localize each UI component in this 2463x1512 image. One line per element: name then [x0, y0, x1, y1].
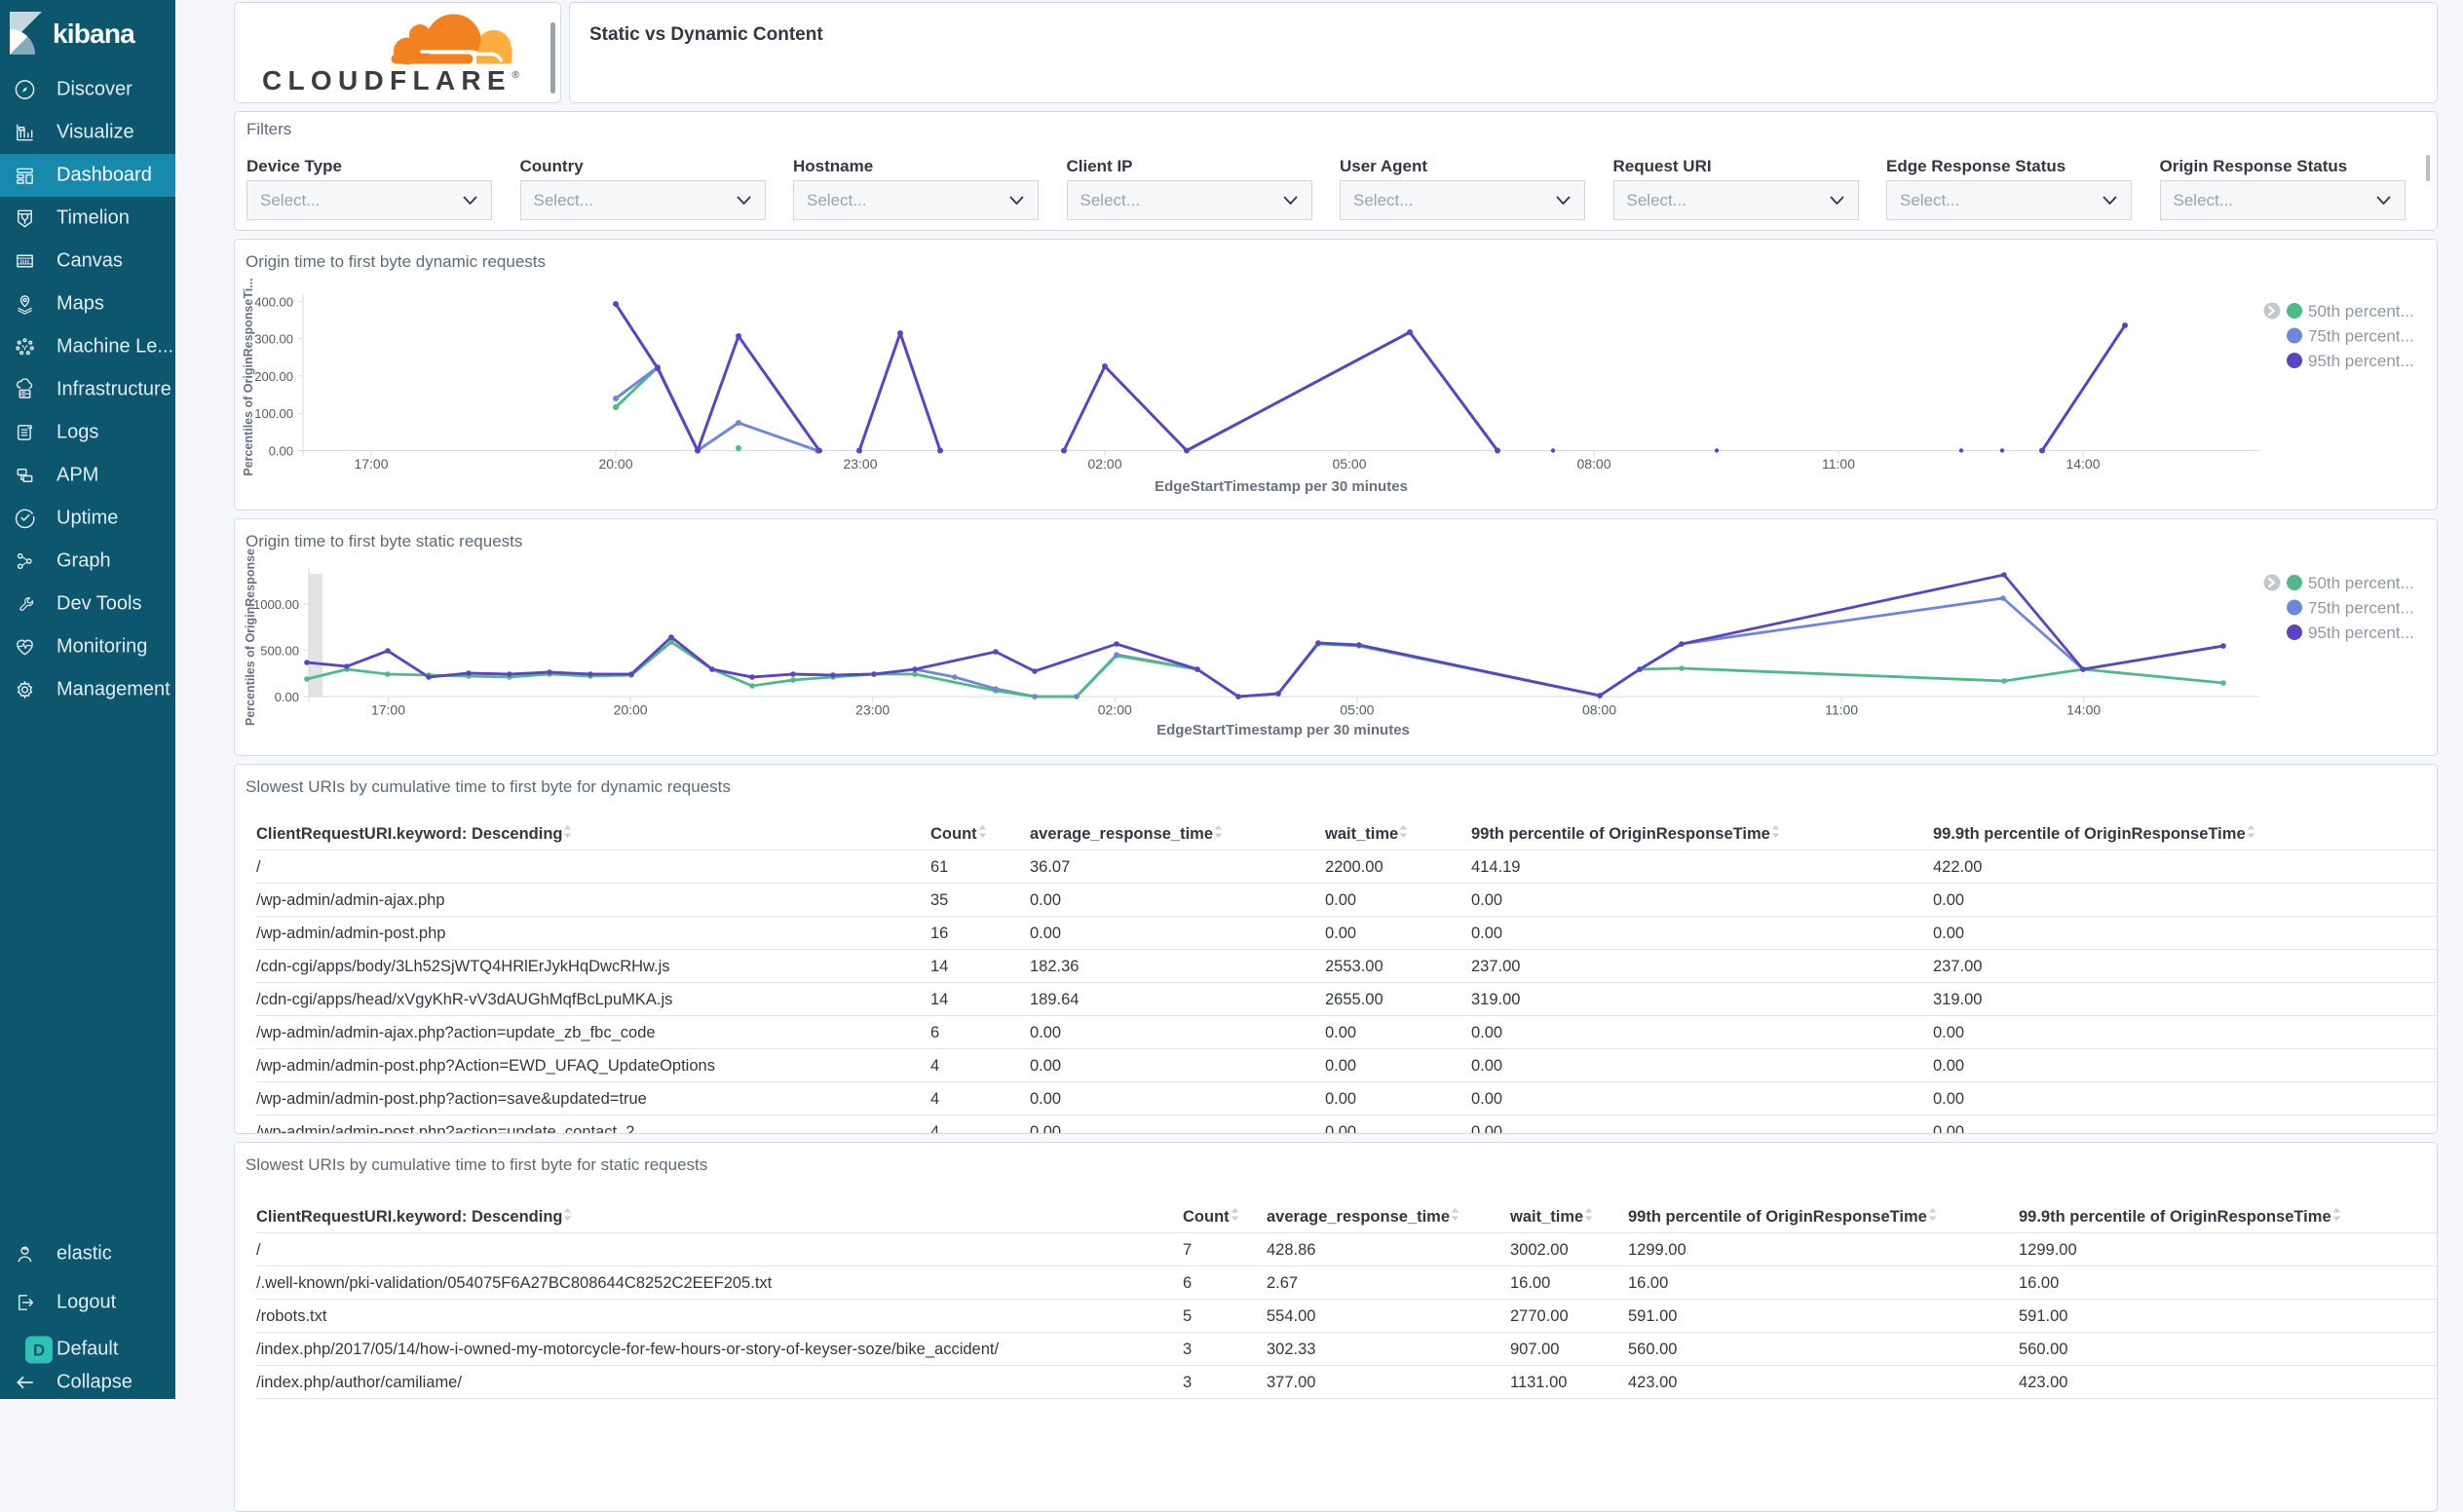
svg-text:17:00: 17:00: [354, 456, 388, 472]
svg-text:23:00: 23:00: [843, 456, 877, 472]
svg-text:75th percent...: 75th percent...: [2308, 599, 2414, 618]
svg-text:Percentiles of OriginResponse: Percentiles of OriginResponse: [244, 548, 257, 726]
svg-text:400.00: 400.00: [254, 294, 293, 309]
svg-text:EdgeStartTimestamp per 30 minu: EdgeStartTimestamp per 30 minutes: [1155, 478, 1408, 495]
svg-text:75th percent...: 75th percent...: [2308, 327, 2414, 346]
svg-text:05:00: 05:00: [1332, 456, 1366, 472]
svg-text:300.00: 300.00: [254, 332, 293, 347]
svg-text:95th percent...: 95th percent...: [2308, 352, 2414, 370]
svg-text:50th percent...: 50th percent...: [2308, 302, 2414, 321]
svg-text:02:00: 02:00: [1098, 702, 1132, 718]
svg-text:100.00: 100.00: [254, 406, 293, 421]
svg-text:11:00: 11:00: [1822, 456, 1855, 472]
svg-text:14:00: 14:00: [2065, 456, 2100, 472]
svg-text:08:00: 08:00: [1576, 456, 1610, 472]
svg-text:17:00: 17:00: [371, 702, 405, 718]
svg-text:05:00: 05:00: [1340, 702, 1374, 718]
svg-text:0.00: 0.00: [269, 444, 293, 459]
svg-text:1000.00: 1000.00: [253, 597, 299, 612]
svg-text:14:00: 14:00: [2066, 702, 2101, 718]
svg-text:CLOUDFLARE: CLOUDFLARE: [262, 65, 512, 95]
svg-text:02:00: 02:00: [1087, 456, 1121, 472]
svg-text:0.00: 0.00: [275, 690, 299, 704]
svg-text:50th percent...: 50th percent...: [2308, 574, 2414, 592]
svg-text:500.00: 500.00: [260, 644, 299, 659]
svg-text:D: D: [33, 1341, 45, 1359]
svg-text:20:00: 20:00: [614, 702, 648, 718]
svg-text:20:00: 20:00: [598, 456, 632, 472]
svg-text:Percentiles of OriginResponseT: Percentiles of OriginResponseTi...: [242, 278, 255, 475]
svg-text:11:00: 11:00: [1825, 702, 1858, 718]
svg-text:®: ®: [512, 70, 520, 81]
svg-text:200.00: 200.00: [254, 369, 293, 384]
svg-text:08:00: 08:00: [1582, 702, 1616, 718]
svg-text:23:00: 23:00: [855, 702, 890, 718]
svg-text:EdgeStartTimestamp per 30 minu: EdgeStartTimestamp per 30 minutes: [1156, 722, 1410, 738]
svg-text:95th percent...: 95th percent...: [2308, 624, 2414, 642]
